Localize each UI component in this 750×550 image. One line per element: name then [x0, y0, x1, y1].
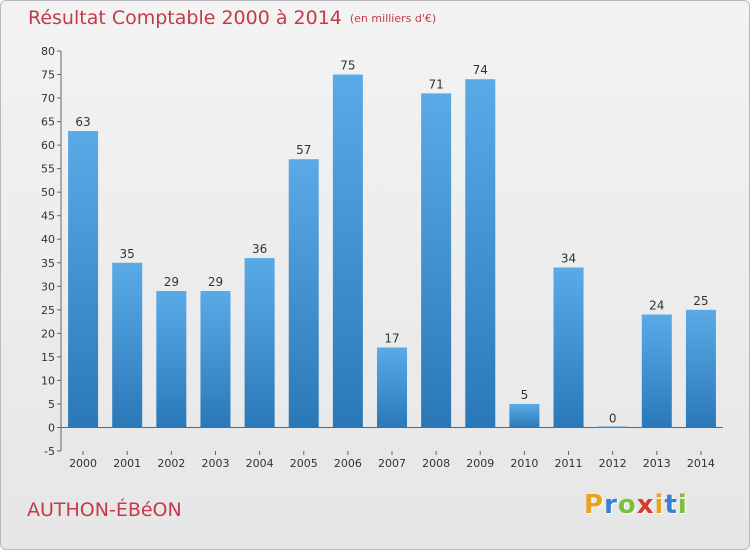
- y-tick-label: 25: [41, 304, 55, 317]
- bar: [553, 267, 584, 428]
- data-label: 35: [120, 247, 135, 261]
- y-tick-label: -5: [44, 445, 55, 458]
- data-label: 36: [252, 242, 267, 256]
- data-label: 29: [164, 275, 179, 289]
- x-tick-label: 2010: [510, 457, 538, 470]
- data-label: 34: [561, 251, 576, 265]
- x-tick-label: 2002: [157, 457, 185, 470]
- y-tick-label: 10: [41, 374, 55, 387]
- logo-letter: i: [677, 490, 688, 520]
- logo-letter: r: [604, 490, 618, 520]
- x-tick-label: 2000: [69, 457, 97, 470]
- data-label: 63: [75, 115, 90, 129]
- data-label: 57: [296, 143, 311, 157]
- data-label: 75: [340, 59, 355, 73]
- y-tick-label: 60: [41, 139, 55, 152]
- bar: [156, 291, 187, 428]
- bar: [465, 79, 496, 428]
- logo-letter: x: [636, 490, 655, 520]
- x-tick-label: 2013: [643, 457, 671, 470]
- logo-letter: t: [664, 490, 678, 520]
- bar: [112, 262, 143, 428]
- data-label: 71: [428, 77, 443, 91]
- x-tick-label: 2005: [290, 457, 318, 470]
- logo-letter: P: [584, 490, 605, 520]
- x-tick-label: 2007: [378, 457, 406, 470]
- bar: [509, 403, 540, 428]
- y-tick-label: 35: [41, 257, 55, 270]
- data-label: 5: [521, 388, 529, 402]
- y-tick-label: 65: [41, 116, 55, 129]
- y-tick-label: 30: [41, 280, 55, 293]
- data-label: 24: [649, 299, 664, 313]
- title-text: Résultat Comptable 2000 à 2014: [28, 7, 342, 29]
- y-tick-label: 0: [48, 421, 55, 434]
- bar: [244, 258, 275, 428]
- x-tick-label: 2004: [246, 457, 274, 470]
- data-label: 29: [208, 275, 223, 289]
- bar: [597, 426, 628, 428]
- y-tick-label: 55: [41, 163, 55, 176]
- x-tick-label: 2012: [599, 457, 627, 470]
- y-tick-label: 5: [48, 398, 55, 411]
- proxiti-logo: Proxiti: [584, 490, 688, 520]
- x-tick-label: 2006: [334, 457, 362, 470]
- bar: [68, 131, 99, 428]
- y-tick-label: 45: [41, 210, 55, 223]
- x-tick-label: 2001: [113, 457, 141, 470]
- x-tick-label: 2014: [687, 457, 715, 470]
- bar: [200, 291, 231, 428]
- bar: [288, 159, 319, 428]
- data-label: 25: [693, 294, 708, 308]
- y-tick-label: 40: [41, 233, 55, 246]
- bar: [421, 93, 452, 428]
- bar: [685, 309, 716, 428]
- y-tick-label: 80: [41, 45, 55, 58]
- data-label: 74: [473, 63, 488, 77]
- logo-letter: o: [617, 490, 637, 520]
- bar: [332, 74, 363, 428]
- commune-name: AUTHON-ÉBéON: [27, 499, 182, 521]
- bar: [641, 314, 672, 428]
- chart-subtitle: (en milliers d'€): [349, 12, 437, 25]
- logo-letter: i: [654, 490, 665, 520]
- x-tick-label: 2008: [422, 457, 450, 470]
- y-tick-label: 50: [41, 186, 55, 199]
- data-label: 17: [384, 331, 399, 345]
- y-tick-label: 20: [41, 327, 55, 340]
- y-tick-label: 15: [41, 351, 55, 364]
- x-tick-label: 2003: [201, 457, 229, 470]
- x-tick-label: 2011: [555, 457, 583, 470]
- y-tick-label: 75: [41, 69, 55, 82]
- bar: [377, 347, 407, 428]
- chart-title: Résultat Comptable 2000 à 2014 (en millie…: [28, 7, 436, 29]
- data-label: 0: [609, 411, 617, 425]
- x-tick-label: 2009: [466, 457, 494, 470]
- y-tick-label: 70: [41, 92, 55, 105]
